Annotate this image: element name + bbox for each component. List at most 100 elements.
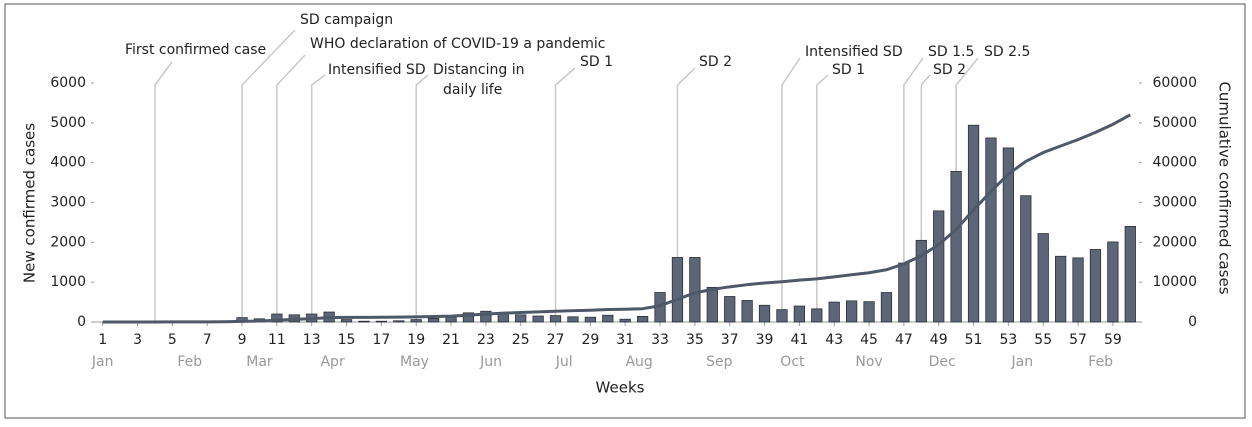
bar	[758, 304, 771, 323]
bar	[950, 171, 962, 323]
month-label: Apr	[320, 354, 344, 370]
bar	[846, 300, 858, 323]
x-axis-label: Weeks	[596, 379, 645, 397]
x-tick-label: 47	[895, 332, 913, 348]
annotation-text: SD 2	[699, 54, 732, 70]
x-tick-label: 59	[1104, 332, 1122, 348]
bar	[462, 312, 475, 323]
x-tick-label: 27	[547, 332, 565, 348]
bar	[602, 314, 614, 323]
bar	[811, 308, 823, 323]
frame	[4, 3, 1246, 419]
bar	[967, 124, 980, 323]
bar	[427, 318, 440, 323]
annotation-text: Intensified SD	[805, 44, 903, 60]
bar	[1055, 255, 1067, 323]
bar	[515, 314, 527, 323]
x-tick-label: 19	[407, 332, 425, 348]
month-label: Jan	[91, 354, 114, 370]
bar	[358, 320, 370, 323]
x-tick-label: 31	[616, 332, 634, 348]
bar	[375, 320, 387, 323]
bar	[880, 292, 893, 323]
month-label: Feb	[1088, 354, 1113, 370]
annotation-line	[415, 74, 429, 322]
bar	[584, 316, 597, 323]
x-tick-label: 49	[930, 332, 948, 348]
x-tick-label: 51	[965, 332, 983, 348]
x-tick-label: 37	[721, 332, 739, 348]
x-tick-label: 7	[203, 332, 212, 348]
month-label: Jul	[555, 354, 573, 370]
bar	[480, 310, 492, 323]
month-label: Nov	[855, 354, 882, 370]
bar	[933, 210, 945, 323]
bar	[776, 309, 788, 323]
bar	[393, 320, 405, 323]
bar	[1124, 225, 1136, 323]
y2-tick-label: 0	[1188, 314, 1197, 330]
x-tick-label: 11	[268, 332, 286, 348]
annotation-text: SD 1	[832, 62, 865, 78]
y-tick-label: 4000	[50, 155, 86, 171]
annotation-line	[816, 74, 829, 322]
month-label: Jun	[479, 354, 502, 370]
month-label: Aug	[625, 354, 652, 370]
month-label: Oct	[780, 354, 805, 370]
annotation-text: SD 1.5	[928, 44, 974, 60]
annotation-line	[310, 74, 326, 322]
month-label: Mar	[246, 354, 273, 370]
month-label: Sep	[706, 354, 733, 370]
y2-tick-label: 50000	[1152, 115, 1197, 131]
y2-tick-label: 30000	[1152, 195, 1197, 211]
bar	[340, 319, 353, 323]
bar	[689, 257, 701, 323]
x-tick-label: 3	[133, 332, 142, 348]
bar	[532, 315, 544, 323]
bar	[915, 239, 927, 323]
y-tick-label: 1000	[50, 274, 86, 290]
annotation-text: SD 1	[580, 54, 613, 70]
bar	[863, 301, 875, 323]
bar	[1072, 257, 1084, 323]
bar	[828, 301, 840, 323]
y2-axis-label: Cumulative confirmed cases	[1216, 81, 1234, 294]
y2-tick-label: 60000	[1152, 75, 1197, 91]
annotation-line	[903, 57, 924, 322]
y-tick-label: 3000	[50, 195, 86, 211]
y-tick-label: 6000	[50, 75, 86, 91]
x-tick-label: 13	[303, 332, 321, 348]
bar	[549, 315, 562, 323]
x-tick-label: 57	[1069, 332, 1087, 348]
annotation-line	[781, 57, 801, 322]
x-tick-label: 53	[999, 332, 1017, 348]
bar	[724, 296, 736, 323]
annotation-line	[154, 61, 173, 322]
annotation-text: SD 2.5	[984, 44, 1030, 60]
y2-tick-label: 10000	[1152, 274, 1197, 290]
bar	[706, 286, 718, 323]
x-tick-label: 43	[825, 332, 843, 348]
y-tick-label: 5000	[50, 115, 86, 131]
month-label: Dec	[929, 354, 956, 370]
x-tick-label: 29	[581, 332, 599, 348]
bar	[637, 316, 649, 323]
bar	[619, 318, 631, 323]
month-label: Feb	[177, 354, 202, 370]
x-tick-label: 55	[1034, 332, 1052, 348]
month-label: May	[400, 354, 429, 370]
annotation-line	[276, 54, 306, 322]
annotation-text: Intensified SD	[328, 62, 426, 78]
bar	[1107, 241, 1119, 323]
bar	[1037, 233, 1049, 323]
x-tick-label: 39	[756, 332, 774, 348]
bar	[271, 313, 283, 323]
bar	[898, 262, 910, 323]
x-tick-label: 1	[98, 332, 107, 348]
bar	[793, 305, 806, 323]
bar	[1002, 147, 1015, 323]
x-tick-label: 9	[238, 332, 247, 348]
bar	[985, 137, 997, 323]
x-tick-label: 5	[168, 332, 177, 348]
annotation-text: Distancing in	[433, 62, 524, 78]
